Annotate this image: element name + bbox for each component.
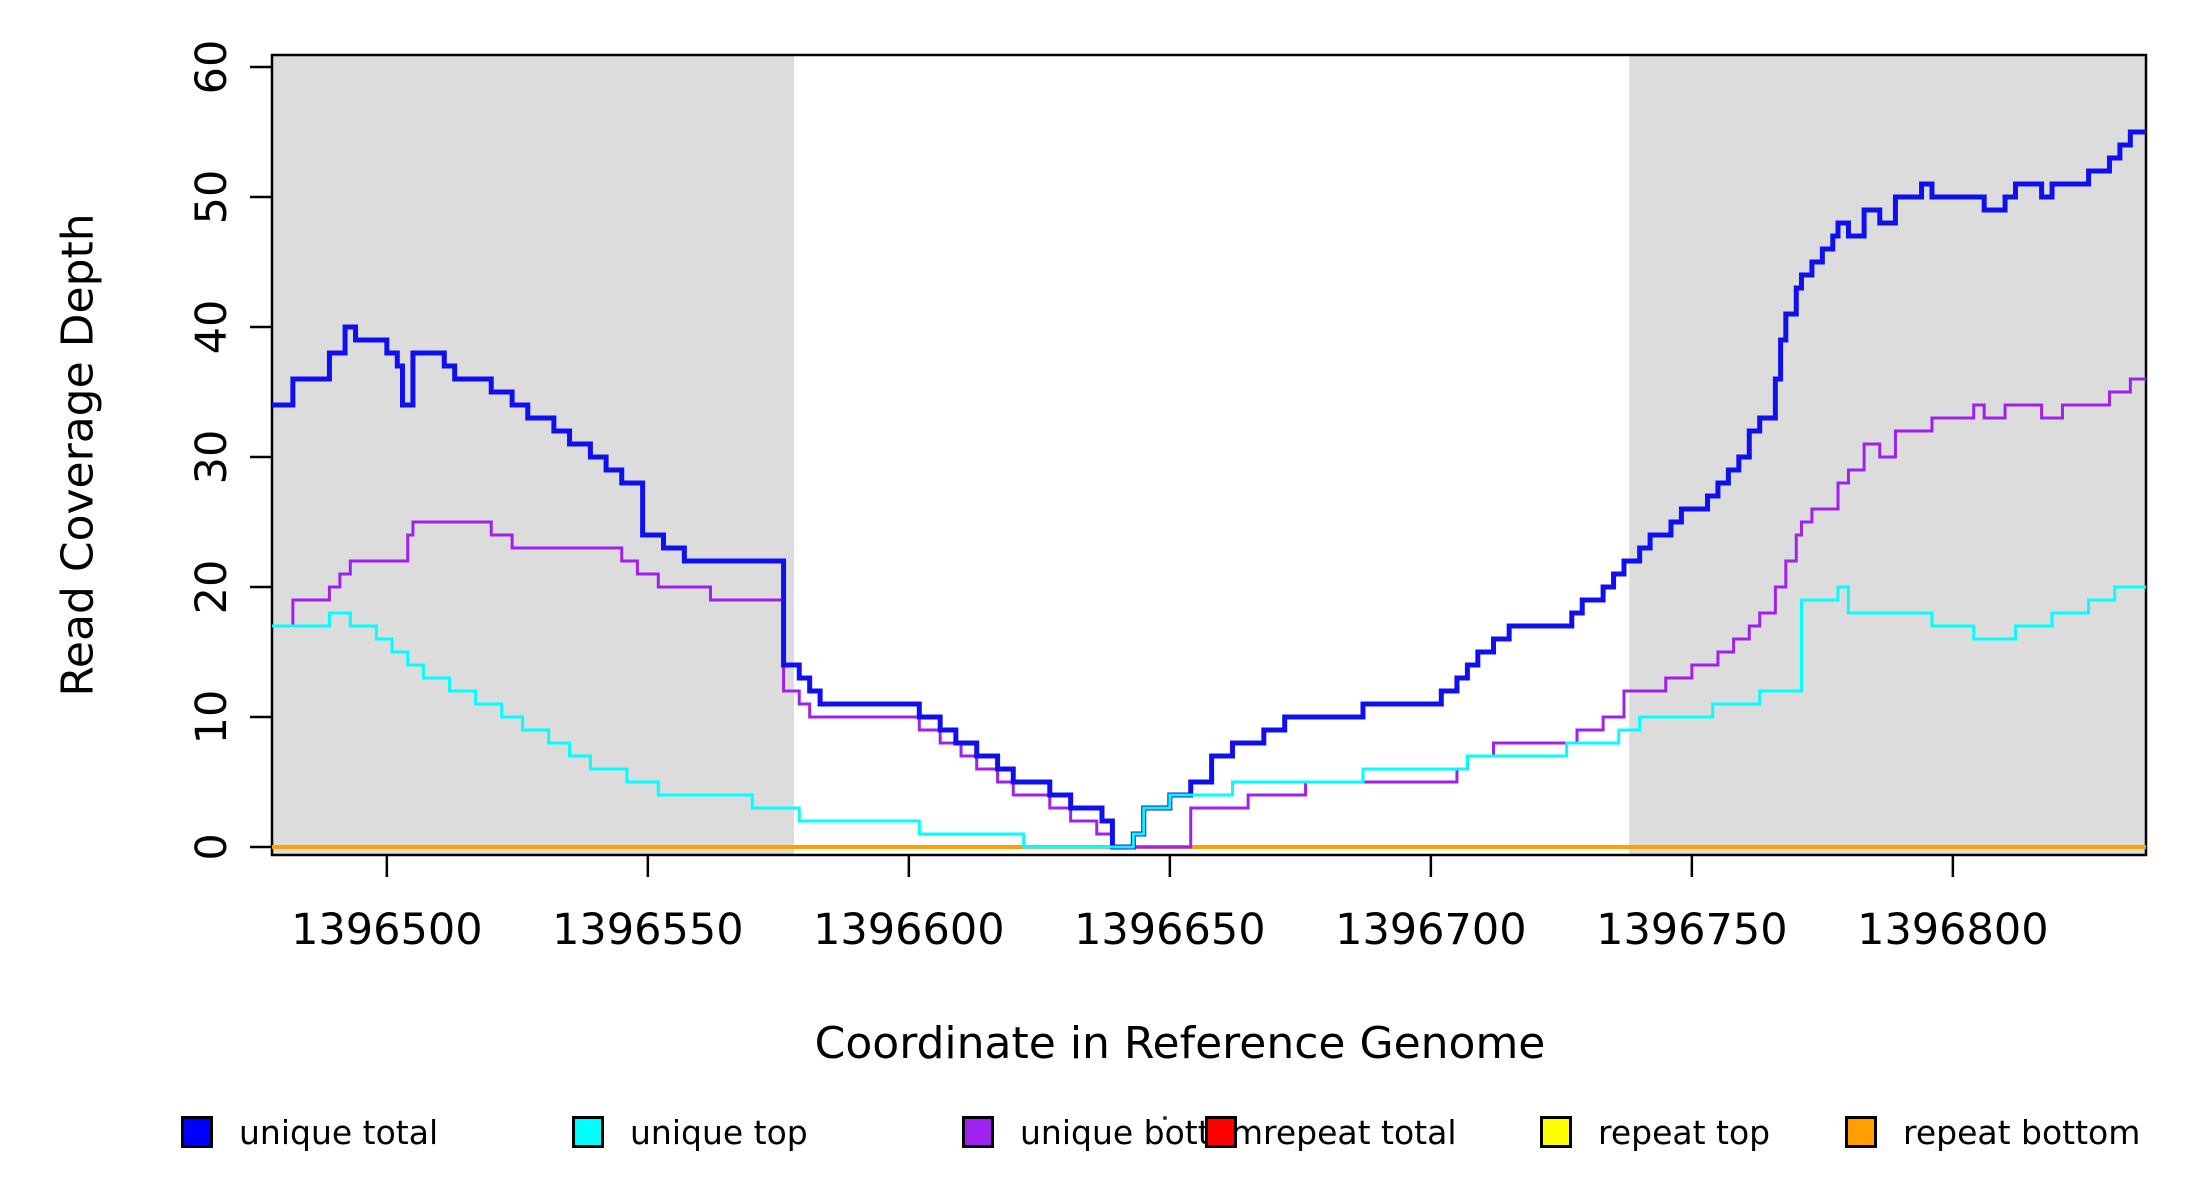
legend-item-repeat-top: repeat top xyxy=(1540,1104,1770,1160)
legend-swatch-icon xyxy=(181,1116,213,1148)
y-tick-label: 50 xyxy=(187,170,237,225)
y-tick-label: 60 xyxy=(187,40,237,95)
y-tick-label: 20 xyxy=(187,560,237,615)
legend-item-unique-top: unique top xyxy=(572,1104,808,1160)
plot-border xyxy=(270,53,2148,857)
y-axis: 0 10 20 30 40 50 60 xyxy=(187,40,272,861)
legend-label: repeat total xyxy=(1263,1112,1457,1152)
series-line-unique-total xyxy=(272,129,2146,850)
x-tick-label: 1396750 xyxy=(1596,905,1788,955)
x-tick-label: 1396500 xyxy=(291,905,483,955)
x-tick-label: 1396600 xyxy=(813,905,1005,955)
legend-swatch-icon xyxy=(1205,1116,1237,1148)
x-axis: 1396500 1396550 1396600 1396650 1396700 13967… xyxy=(291,855,2049,955)
legend-item-unique-total: unique total xyxy=(181,1104,438,1160)
coverage-chart-canvas: 1396500 1396550 1396600 1396650 1396700 13967… xyxy=(187,40,2148,955)
legend-item-repeat-bottom: repeat bottom xyxy=(1845,1104,2140,1160)
legend-label: unique top xyxy=(630,1112,808,1152)
y-tick-label: 30 xyxy=(187,430,237,485)
left-gray-region xyxy=(272,55,795,855)
legend-swatch-icon xyxy=(572,1116,604,1148)
x-tick-label: 1396700 xyxy=(1335,905,1527,955)
legend-swatch-icon xyxy=(1540,1116,1572,1148)
y-tick-label: 0 xyxy=(187,833,237,860)
right-gray-region xyxy=(1629,55,2146,855)
y-tick-label: 10 xyxy=(187,690,237,745)
y-tick-label: 40 xyxy=(187,300,237,355)
x-tick-label: 1396650 xyxy=(1074,905,1266,955)
series-line-unique-top xyxy=(272,585,2146,849)
x-axis-title: Coordinate in Reference Genome xyxy=(814,1018,1546,1069)
stray-dot-artifact xyxy=(1163,1116,1167,1120)
legend-label: repeat top xyxy=(1598,1112,1771,1152)
legend-swatch-icon xyxy=(1845,1116,1877,1148)
legend-label: unique total xyxy=(239,1112,439,1152)
legend-swatch-icon xyxy=(962,1116,994,1148)
x-tick-label: 1396550 xyxy=(552,905,744,955)
chart-legend: unique total unique top unique bottom repea… xyxy=(0,1104,2200,1164)
legend-item-repeat-total: repeat total xyxy=(1205,1104,1457,1160)
legend-label: repeat bottom xyxy=(1903,1112,2141,1152)
y-axis-title: Read Coverage Depth xyxy=(52,213,104,697)
x-tick-label: 1396800 xyxy=(1857,905,2049,955)
